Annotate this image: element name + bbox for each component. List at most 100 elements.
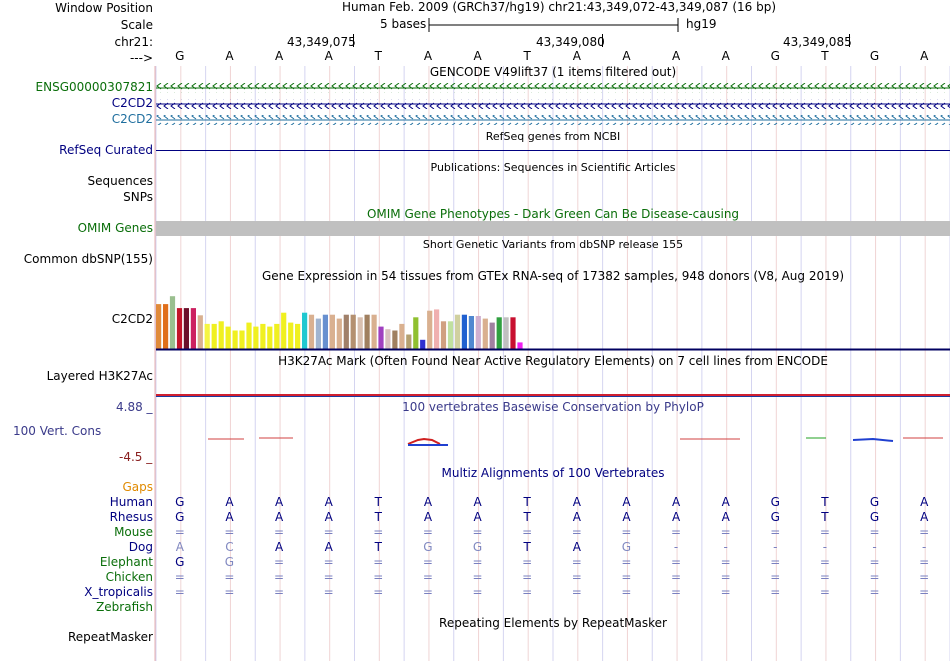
h3k27ac-label[interactable]: Layered H3K27Ac xyxy=(46,369,153,383)
refseq-label[interactable]: RefSeq Curated xyxy=(59,143,153,157)
gtex-tissue-bar[interactable] xyxy=(190,308,196,349)
gtex-tissue-bar[interactable] xyxy=(204,323,210,349)
publications-label-snps[interactable]: SNPs xyxy=(123,190,153,204)
gtex-tissue-bar[interactable] xyxy=(420,339,426,349)
gtex-tissue-bar[interactable] xyxy=(496,317,502,349)
aligned-base: = xyxy=(869,525,880,539)
gtex-tissue-bar[interactable] xyxy=(350,314,356,349)
gtex-tissue-bar[interactable] xyxy=(218,321,224,349)
aligned-base: G xyxy=(423,540,433,554)
reference-base: A xyxy=(274,49,284,63)
gtex-tissue-bar[interactable] xyxy=(267,326,273,349)
gtex-tissue-bar[interactable] xyxy=(336,318,342,349)
phylop-conservation-plot[interactable] xyxy=(156,430,950,450)
gtex-tissue-bar[interactable] xyxy=(274,323,280,349)
gencode-gene-models[interactable] xyxy=(156,81,950,127)
coord-tick-1: 43,349,075 xyxy=(287,35,356,49)
aligned-base: A xyxy=(324,540,333,554)
aligned-base: = xyxy=(522,570,533,584)
gencode-label-c2cd2-1[interactable]: C2CD2 xyxy=(111,96,153,110)
species-label[interactable]: Mouse xyxy=(114,525,153,539)
gtex-tissue-bar[interactable] xyxy=(399,323,405,349)
omim-phenotype-bar[interactable] xyxy=(156,221,950,236)
gtex-tissue-bar[interactable] xyxy=(475,316,481,349)
species-label[interactable]: X_tropicalis xyxy=(84,585,153,599)
gtex-tissue-bar[interactable] xyxy=(169,296,176,349)
gtex-tissue-bar[interactable] xyxy=(197,315,203,349)
reference-base: A xyxy=(225,49,234,63)
gtex-tissue-bar[interactable] xyxy=(517,342,523,349)
gtex-tissue-bar[interactable] xyxy=(246,322,252,349)
gtex-tissue-bar[interactable] xyxy=(225,326,231,349)
species-label[interactable]: Dog xyxy=(128,540,153,554)
gtex-tissue-bar[interactable] xyxy=(183,308,189,349)
gtex-tissue-bar[interactable] xyxy=(253,326,259,349)
species-label[interactable]: Human xyxy=(109,495,153,509)
reference-base: T xyxy=(374,49,382,63)
gtex-tissue-bar[interactable] xyxy=(163,304,169,349)
gtex-tissue-bar[interactable] xyxy=(322,314,328,349)
aligned-base: - xyxy=(922,540,927,554)
gtex-tissue-bar[interactable] xyxy=(288,322,294,349)
aligned-base: = xyxy=(720,585,731,599)
aligned-base: A xyxy=(324,510,333,524)
aligned-base: = xyxy=(323,525,334,539)
gene-model-c2cd2-2[interactable] xyxy=(156,115,950,125)
gtex-tissue-bar[interactable] xyxy=(357,317,363,349)
gtex-tissue-bar[interactable] xyxy=(302,312,308,349)
gtex-tissue-bar[interactable] xyxy=(447,321,454,349)
refseq-track-title: RefSeq genes from NCBI xyxy=(485,130,621,143)
gtex-tissue-bar[interactable] xyxy=(211,323,217,349)
gtex-tissue-bar[interactable] xyxy=(364,314,370,349)
gene-model-ensg[interactable] xyxy=(156,83,950,93)
gtex-tissue-bar[interactable] xyxy=(371,314,377,349)
gtex-tissue-bar[interactable] xyxy=(239,330,245,350)
gtex-tissue-bar[interactable] xyxy=(343,314,349,349)
gtex-tissue-bar[interactable] xyxy=(315,318,321,349)
gtex-label[interactable]: C2CD2 xyxy=(111,312,153,326)
omim-label[interactable]: OMIM Genes xyxy=(77,221,153,235)
gtex-tissue-bar[interactable] xyxy=(461,314,467,349)
gtex-tissue-bar[interactable] xyxy=(281,312,287,349)
gtex-tissue-bar[interactable] xyxy=(392,330,398,350)
gtex-tissue-bar[interactable] xyxy=(378,326,384,349)
species-label[interactable]: Chicken xyxy=(105,570,153,584)
gtex-tissue-bar[interactable] xyxy=(440,321,447,349)
gtex-tissue-bar[interactable] xyxy=(308,314,315,349)
gtex-tissue-bar[interactable] xyxy=(510,317,516,349)
gencode-label-ensg[interactable]: ENSG00000307821 xyxy=(35,80,153,94)
phylop-label[interactable]: 100 Vert. Cons xyxy=(13,424,102,438)
gtex-tissue-bar[interactable] xyxy=(232,330,238,350)
gtex-tissue-bar[interactable] xyxy=(434,309,440,349)
aligned-base: G xyxy=(770,510,780,524)
gtex-tissue-bar[interactable] xyxy=(329,314,335,349)
gtex-tissue-bar[interactable] xyxy=(413,317,419,349)
species-label[interactable]: Zebrafish xyxy=(96,600,153,614)
gtex-tissue-bar[interactable] xyxy=(468,316,474,349)
gene-model-c2cd2-1[interactable] xyxy=(156,99,950,109)
gtex-tissue-bar[interactable] xyxy=(176,308,183,349)
gtex-tissue-bar[interactable] xyxy=(482,318,488,349)
species-label[interactable]: Elephant xyxy=(99,555,153,569)
dbsnp-label[interactable]: Common dbSNP(155) xyxy=(23,252,153,266)
species-label[interactable]: Rhesus xyxy=(109,510,153,524)
multiz-gaps-label[interactable]: Gaps xyxy=(122,480,153,494)
gtex-expression-chart[interactable] xyxy=(156,282,950,352)
gencode-label-c2cd2-2[interactable]: C2CD2 xyxy=(111,112,153,126)
gtex-tissue-bar[interactable] xyxy=(503,317,509,349)
aligned-base: A xyxy=(324,495,333,509)
gtex-tissue-bar[interactable] xyxy=(385,329,391,349)
gtex-tissue-bar[interactable] xyxy=(406,334,412,350)
gtex-tissue-bar[interactable] xyxy=(295,323,301,349)
h3k27ac-signal[interactable] xyxy=(156,394,950,396)
repeatmasker-label[interactable]: RepeatMasker xyxy=(67,630,153,644)
gtex-tissue-bar[interactable] xyxy=(156,304,162,349)
refseq-gene-line[interactable] xyxy=(156,150,950,151)
gtex-tissue-bar[interactable] xyxy=(489,322,495,349)
repeatmasker-track-title: Repeating Elements by RepeatMasker xyxy=(439,616,667,630)
gtex-tissue-bar[interactable] xyxy=(454,314,461,349)
publications-label-sequences[interactable]: Sequences xyxy=(87,174,153,188)
gtex-tissue-bar[interactable] xyxy=(260,323,266,349)
gtex-tissue-bar[interactable] xyxy=(427,310,433,349)
